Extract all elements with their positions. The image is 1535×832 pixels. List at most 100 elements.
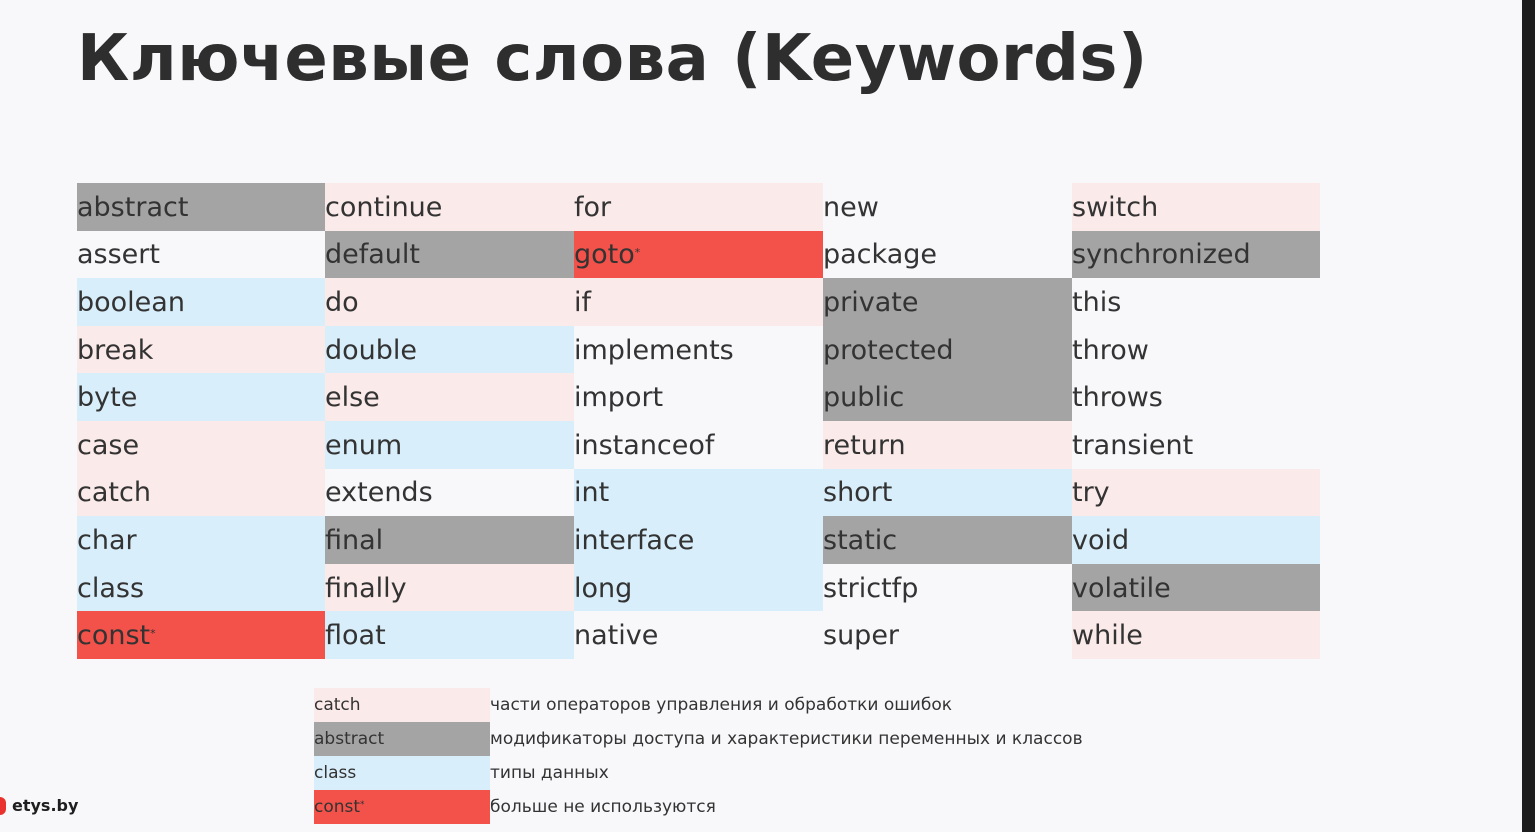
keyword-cell: strictfp [823, 564, 1072, 612]
keyword-cell: case [77, 420, 325, 469]
keyword-cell: short [823, 468, 1072, 517]
keyword-cell: interface [574, 516, 823, 564]
keyword-cell: enum [325, 420, 574, 469]
keyword-cell: continue [325, 183, 574, 231]
window-edge [1522, 0, 1535, 832]
keyword-cell: return [823, 420, 1072, 469]
keyword-cell: float [325, 611, 574, 659]
keyword-text: final [325, 524, 384, 556]
keyword-cell: throw [1072, 326, 1320, 374]
keyword-cell: while [1072, 611, 1320, 659]
keyword-text: abstract [77, 191, 189, 223]
keyword-cell: volatile [1072, 563, 1320, 612]
keyword-text: throw [1072, 334, 1149, 366]
keyword-cell: else [325, 373, 574, 421]
keyword-cell: class [77, 563, 325, 612]
keyword-cell: super [823, 611, 1072, 659]
keyword-text: catch [77, 477, 151, 509]
keyword-cell: abstract [77, 183, 325, 231]
keyword-cell: break [77, 325, 325, 374]
slide-title: Ключевые слова (Keywords) [77, 22, 1148, 96]
keyword-text: do [325, 286, 359, 318]
keyword-cell: new [823, 183, 1072, 231]
keyword-cell: final [325, 516, 574, 564]
keyword-text: class [77, 572, 145, 604]
keyword-cell: instanceof [574, 421, 823, 469]
keyword-cell: byte [77, 373, 325, 421]
asterisk-mark: * [150, 627, 156, 641]
keyword-text: while [1072, 620, 1143, 652]
legend-swatch: catch [314, 688, 490, 722]
keyword-cell: extends [325, 469, 574, 517]
keyword-text: long [574, 572, 633, 604]
keyword-cell: implements [574, 326, 823, 374]
keyword-cell: int [574, 468, 823, 517]
keyword-cell: boolean [77, 278, 325, 326]
keyword-text: implements [574, 334, 734, 366]
keyword-cell: const * [77, 611, 325, 659]
keyword-cell: if [574, 278, 823, 326]
keyword-text: finally [325, 572, 407, 604]
keyword-text: static [823, 524, 898, 556]
logo-text: etys.by [12, 796, 79, 815]
legend-sample-text: const [314, 797, 361, 817]
keyword-cell: protected [823, 325, 1072, 374]
keyword-text: goto [574, 239, 635, 271]
keyword-cell: public [823, 373, 1072, 421]
keyword-text: protected [823, 334, 954, 366]
legend-description: больше не используются [490, 797, 716, 817]
legend-swatch: class [314, 756, 490, 790]
keyword-text: const [77, 620, 151, 652]
keyword-text: package [823, 239, 937, 271]
keyword-cell: void [1072, 516, 1320, 564]
keyword-cell: for [574, 183, 823, 231]
keyword-cell: default [325, 230, 574, 279]
keyword-text: int [574, 477, 610, 509]
legend-sample-text: class [314, 763, 357, 783]
keyword-text: short [823, 477, 893, 509]
keyword-text: new [823, 191, 879, 223]
keyword-cell: import [574, 373, 823, 421]
keyword-text: float [325, 620, 386, 652]
keyword-text: return [823, 429, 906, 461]
legend-sample-text: catch [314, 695, 361, 715]
keyword-text: boolean [77, 286, 185, 318]
legend: catch части операторов управления и обраб… [314, 688, 1083, 824]
keyword-cell: char [77, 516, 325, 564]
keyword-cell: throws [1072, 373, 1320, 421]
legend-description: типы данных [490, 763, 609, 783]
keyword-text: try [1072, 477, 1110, 509]
keyword-cell: do [325, 278, 574, 326]
keywords-table: abstract continue for new switch assert defaul… [77, 183, 1320, 659]
keyword-text: interface [574, 524, 695, 556]
keyword-cell: long [574, 563, 823, 612]
logo: etys.by [0, 796, 78, 815]
keyword-cell: native [574, 611, 823, 659]
keyword-text: super [823, 620, 900, 652]
keyword-text: transient [1072, 429, 1194, 461]
keyword-text: enum [325, 429, 403, 461]
keyword-text: this [1072, 286, 1122, 318]
legend-swatch: const * [314, 790, 490, 824]
keyword-text: continue [325, 191, 443, 223]
keyword-cell: synchronized [1072, 230, 1320, 279]
legend-swatch: abstract [314, 722, 490, 756]
asterisk-mark: * [360, 800, 365, 810]
keyword-text: default [325, 239, 421, 271]
legend-description: части операторов управления и обработки … [490, 695, 952, 715]
legend-description: модификаторы доступа и характеристики пе… [490, 729, 1083, 749]
keyword-cell: catch [77, 468, 325, 517]
keyword-text: switch [1072, 191, 1159, 223]
keyword-text: public [823, 382, 905, 414]
keyword-text: if [574, 286, 592, 318]
keyword-cell: try [1072, 468, 1320, 517]
asterisk-mark: * [634, 246, 641, 260]
keyword-text: throws [1072, 382, 1163, 414]
keyword-text: else [325, 382, 380, 414]
keyword-text: private [823, 286, 919, 318]
keyword-cell: finally [325, 563, 574, 612]
keyword-text: import [574, 382, 664, 414]
keyword-text: double [325, 334, 418, 366]
keyword-cell: package [823, 231, 1072, 279]
